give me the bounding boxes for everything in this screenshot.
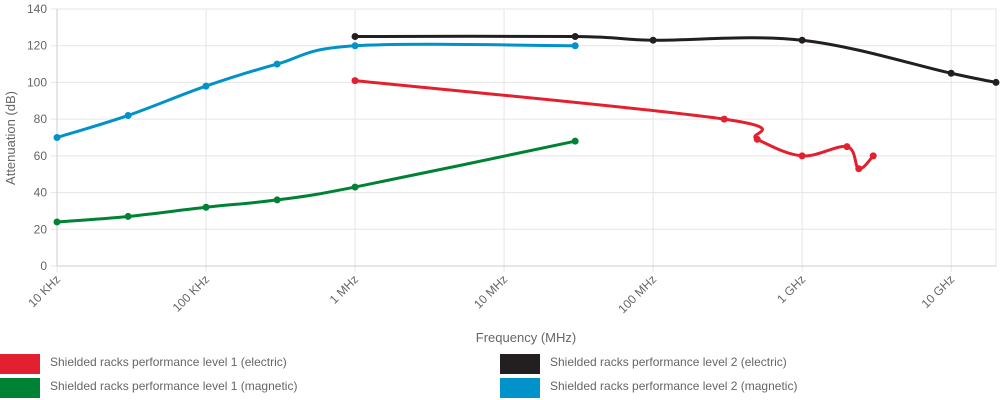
data-point (273, 60, 281, 68)
legend-swatch (0, 378, 40, 398)
x-tick-label: 100 KHz (170, 272, 212, 314)
y-tick-label: 80 (34, 112, 48, 126)
data-point (273, 196, 281, 204)
legend-swatch (500, 378, 540, 398)
y-tick-label: 60 (34, 149, 48, 163)
series-4 (53, 42, 579, 141)
x-tick-label: 1 MHz (327, 272, 361, 306)
series-line (353, 79, 875, 171)
data-point (571, 137, 579, 145)
y-tick-label: 140 (27, 2, 47, 16)
data-point (855, 165, 863, 173)
series-2 (53, 137, 579, 226)
x-axis-ticks: 10 KHz 100 KHz 1 MHz 10 MHz 100 MHz 1 GHz 10 G… (25, 272, 957, 316)
data-point (124, 212, 132, 220)
data-point (947, 69, 955, 77)
legend-label: Shielded racks performance level 2 (elec… (550, 355, 787, 369)
series-3 (351, 33, 1000, 86)
x-tick-label: 100 MHz (615, 272, 659, 316)
data-point (843, 143, 851, 151)
x-axis-title: Frequency (MHz) (476, 330, 576, 345)
series-group (53, 33, 1000, 226)
data-point (202, 203, 210, 211)
series-line (55, 42, 577, 139)
x-tick-label: 10 GHz (919, 272, 958, 311)
data-point (571, 33, 579, 41)
data-point (571, 42, 579, 50)
x-tick-label: 10 KHz (25, 272, 63, 310)
x-tick-label: 1 GHz (774, 272, 808, 306)
data-point (753, 135, 761, 143)
data-point (53, 218, 61, 226)
legend-item[interactable]: Shielded racks performance level 1 (magn… (0, 378, 297, 398)
legend-label: Shielded racks performance level 1 (magn… (50, 379, 298, 393)
y-axis-title: Attenuation (dB) (3, 91, 18, 185)
y-tick-label: 40 (34, 186, 48, 200)
y-tick-label: 100 (27, 75, 47, 89)
data-point (649, 36, 657, 44)
legend-swatch (500, 354, 540, 374)
y-axis-ticks: 0 20 40 60 80 100 120 140 (27, 2, 47, 273)
y-tick-label: 120 (27, 39, 47, 53)
data-point (869, 152, 877, 160)
data-point (124, 111, 132, 119)
data-point (351, 183, 359, 191)
data-point (720, 115, 728, 123)
series-1 (351, 77, 877, 173)
legend-swatch (0, 354, 40, 374)
series-line (55, 139, 577, 224)
legend-item[interactable]: Shielded racks performance level 2 (magn… (500, 378, 797, 398)
legend-item[interactable]: Shielded racks performance level 2 (elec… (500, 354, 787, 374)
data-point (798, 152, 806, 160)
x-tick-label: 10 MHz (471, 272, 510, 311)
y-tick-label: 0 (40, 259, 47, 273)
legend-label: Shielded racks performance level 1 (elec… (50, 355, 287, 369)
legend: Shielded racks performance level 1 (elec… (0, 352, 1000, 400)
legend-item[interactable]: Shielded racks performance level 1 (elec… (0, 354, 287, 374)
data-point (202, 82, 210, 90)
series-line (353, 34, 998, 84)
data-point (798, 36, 806, 44)
data-point (351, 33, 359, 41)
legend-label: Shielded racks performance level 2 (magn… (550, 379, 798, 393)
grid-lines (51, 8, 997, 272)
y-tick-label: 20 (34, 222, 48, 236)
data-point (992, 78, 1000, 86)
data-point (351, 77, 359, 85)
data-point (53, 134, 61, 141)
data-point (351, 42, 359, 50)
